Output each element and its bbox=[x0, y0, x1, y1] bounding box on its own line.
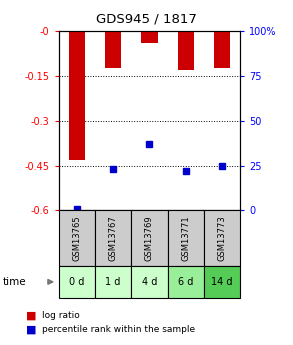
Bar bbox=[131, 210, 168, 266]
Text: GDS945 / 1817: GDS945 / 1817 bbox=[96, 12, 197, 25]
Text: log ratio: log ratio bbox=[42, 311, 80, 320]
Bar bbox=[105, 31, 121, 68]
Bar bbox=[204, 266, 240, 298]
Bar bbox=[69, 31, 85, 160]
Bar bbox=[95, 210, 131, 266]
Bar bbox=[214, 31, 230, 68]
Text: 4 d: 4 d bbox=[142, 277, 157, 287]
Text: 14 d: 14 d bbox=[211, 277, 233, 287]
Text: 1 d: 1 d bbox=[105, 277, 121, 287]
Text: ■: ■ bbox=[26, 311, 37, 321]
Text: percentile rank within the sample: percentile rank within the sample bbox=[42, 325, 196, 334]
Bar bbox=[131, 266, 168, 298]
Text: GSM13765: GSM13765 bbox=[72, 215, 81, 261]
Bar bbox=[141, 31, 158, 43]
Bar bbox=[178, 31, 194, 70]
Text: GSM13773: GSM13773 bbox=[218, 215, 226, 261]
Text: ■: ■ bbox=[26, 325, 37, 334]
Text: 6 d: 6 d bbox=[178, 277, 193, 287]
Bar bbox=[59, 266, 95, 298]
Bar bbox=[168, 266, 204, 298]
Bar bbox=[59, 210, 95, 266]
Bar bbox=[204, 210, 240, 266]
Text: GSM13767: GSM13767 bbox=[109, 215, 117, 261]
Text: GSM13769: GSM13769 bbox=[145, 215, 154, 261]
Text: GSM13771: GSM13771 bbox=[181, 215, 190, 261]
Text: time: time bbox=[3, 277, 27, 287]
Bar bbox=[168, 210, 204, 266]
Bar bbox=[95, 266, 131, 298]
Text: 0 d: 0 d bbox=[69, 277, 84, 287]
